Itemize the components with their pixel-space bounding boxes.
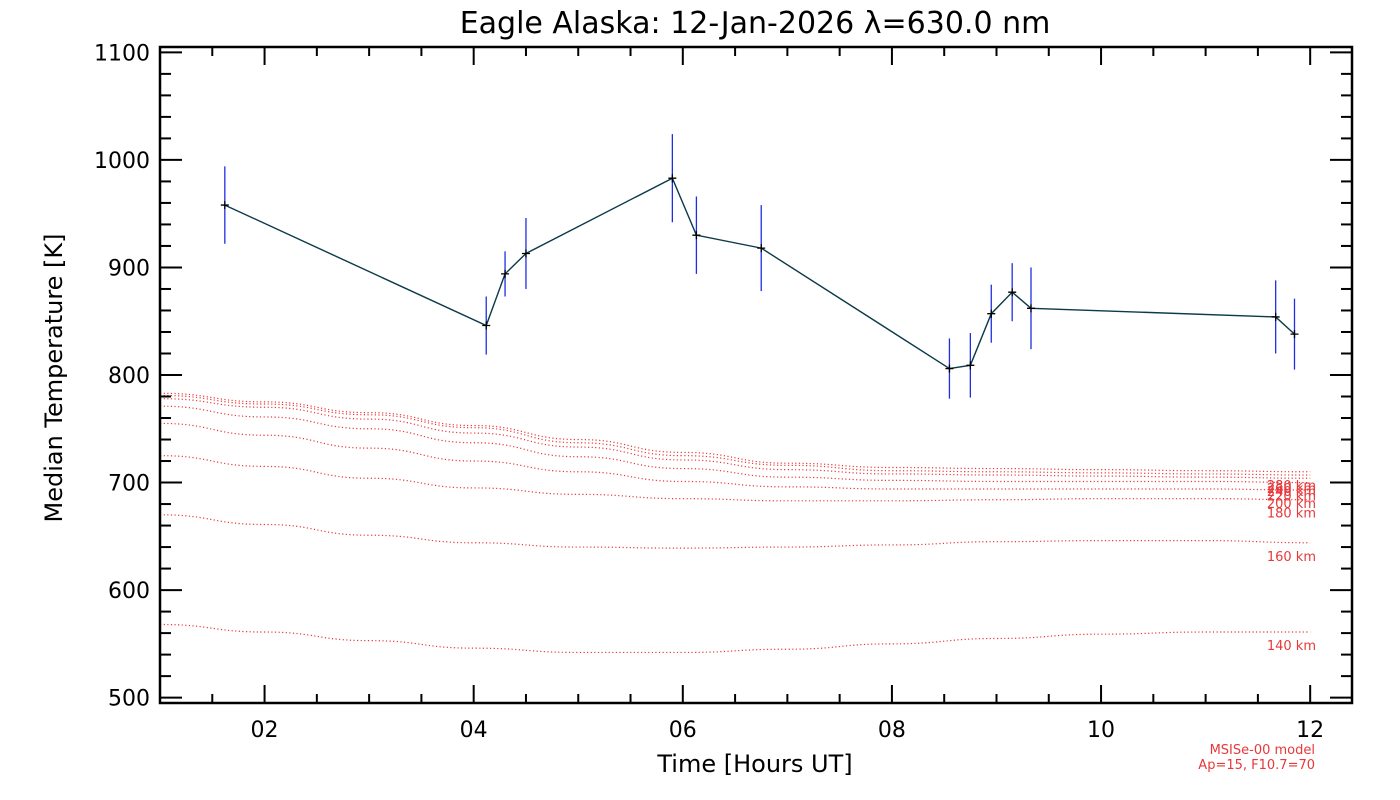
x-tick-label: 08: [878, 718, 906, 743]
x-tick-label: 12: [1296, 718, 1324, 743]
data-point: [501, 269, 510, 278]
model-curve-140km: [159, 623, 1311, 654]
axes: 02 04 06 08 10 12 500 600 700 800 900 1000 1100: [94, 41, 1354, 743]
y-tick-label: 500: [108, 687, 150, 712]
model-curve-280km: [159, 392, 1311, 473]
data-point: [220, 201, 229, 210]
y-tick-label: 600: [108, 579, 150, 604]
data-point: [1008, 288, 1017, 297]
data-point: [757, 244, 766, 253]
data-point: [945, 364, 954, 373]
measured-line: [224, 177, 1295, 370]
data-point: [1271, 312, 1280, 321]
x-tick-label: 04: [460, 718, 488, 743]
altitude-label: 180 km: [1267, 507, 1316, 522]
x-tick-label: 06: [669, 718, 697, 743]
model-curve-200km: [159, 422, 1311, 491]
data-point: [668, 174, 677, 183]
model-curve-160km: [159, 514, 1311, 549]
y-tick-label: 800: [108, 364, 150, 389]
altitude-label: 200 km: [1267, 497, 1316, 512]
data-point: [482, 321, 491, 330]
chart-title: Eagle Alaska: 12-Jan-2026 λ=630.0 nm: [460, 6, 1051, 41]
model-name-note: MSISe-00 model: [1210, 743, 1315, 758]
x-axis-label: Time [Hours UT]: [656, 750, 852, 778]
altitude-label: 260 km: [1267, 482, 1316, 497]
plot-frame: [158, 45, 1354, 705]
x-tick-label: 10: [1087, 718, 1115, 743]
model-curve-180km: [159, 455, 1311, 502]
y-tick-label: 1000: [94, 149, 150, 174]
y-tick-label: 700: [108, 472, 150, 497]
altitude-label: 280 km: [1267, 479, 1316, 494]
data-point: [692, 231, 701, 240]
y-tick-label: 900: [108, 256, 150, 281]
y-tick-label: 1100: [94, 41, 150, 66]
data-point: [966, 361, 975, 370]
model-curve-240km: [159, 398, 1311, 479]
data-point: [987, 309, 996, 318]
data-point: [521, 249, 530, 258]
altitude-label: 220 km: [1267, 490, 1316, 505]
x-tick-label: 02: [251, 718, 279, 743]
altitude-label: 140 km: [1267, 639, 1316, 654]
altitude-label: 240 km: [1267, 485, 1316, 500]
measured-series: [220, 134, 1299, 399]
model-params-note: Ap=15, F10.7=70: [1198, 758, 1315, 773]
model-curve-260km: [159, 394, 1311, 476]
altitude-label: 160 km: [1267, 550, 1316, 565]
y-axis-label: Median Temperature [K]: [40, 233, 68, 522]
data-point: [1027, 304, 1035, 313]
model-curve-220km: [159, 405, 1311, 484]
data-point: [1290, 330, 1299, 339]
